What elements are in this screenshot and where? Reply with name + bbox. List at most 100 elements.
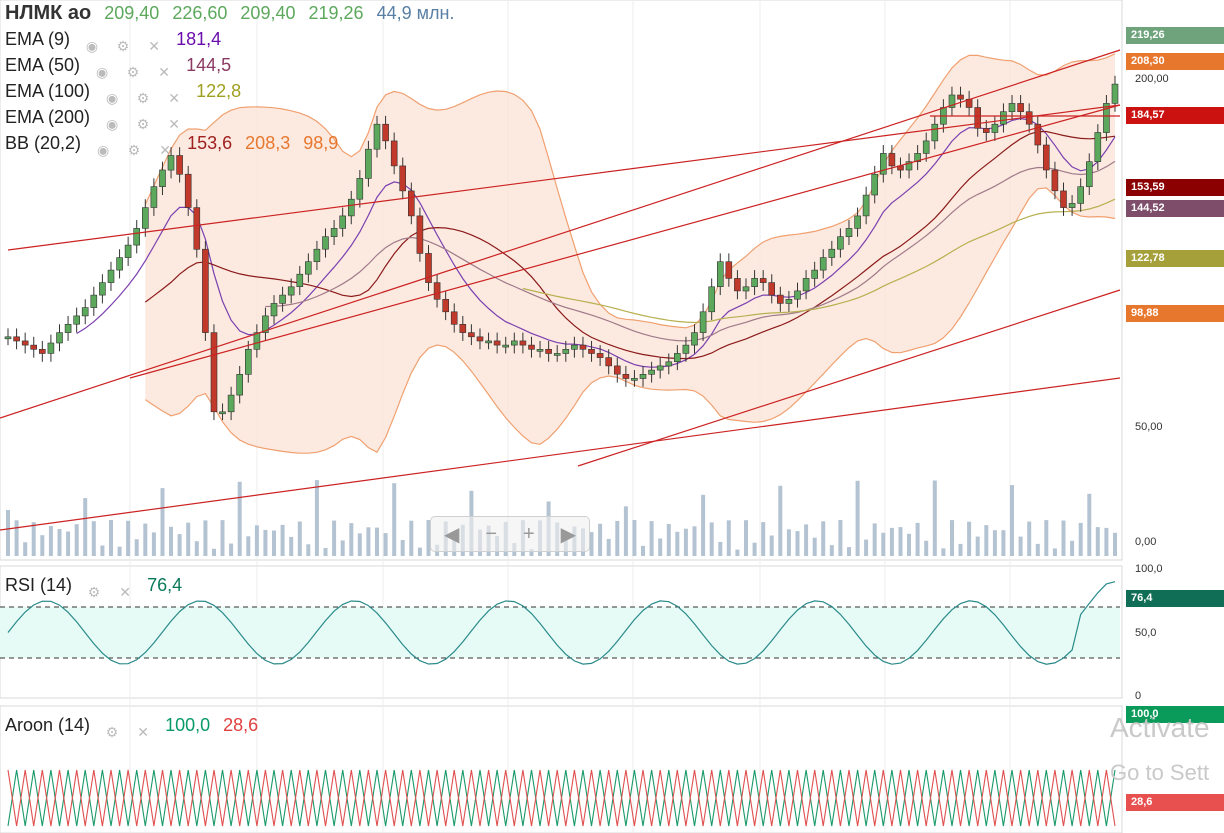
volume-bar bbox=[907, 533, 911, 556]
candle-down bbox=[528, 344, 535, 350]
volume-bar bbox=[769, 535, 774, 556]
zoom-in-button[interactable]: + bbox=[522, 522, 535, 545]
gear-icon[interactable]: ⚙ bbox=[136, 90, 150, 107]
volume-bar bbox=[289, 537, 294, 556]
volume-bar bbox=[692, 526, 697, 556]
eye-icon[interactable]: ◉ bbox=[105, 116, 119, 133]
candle-up bbox=[562, 348, 570, 354]
candle-up bbox=[914, 153, 921, 162]
candle-down bbox=[519, 340, 527, 346]
volume-bar bbox=[632, 520, 637, 556]
candle-up bbox=[510, 340, 518, 346]
candle-up bbox=[107, 269, 115, 283]
candle-down bbox=[193, 207, 201, 250]
candle-down bbox=[588, 348, 595, 354]
volume-bar bbox=[950, 520, 954, 556]
candle-up bbox=[245, 348, 252, 375]
volume-bar bbox=[1010, 485, 1014, 556]
trend-line bbox=[7, 104, 1121, 251]
ema50-legend: EMA (50) ◉ ⚙ ✕ 144,5 bbox=[5, 52, 239, 81]
activate-watermark-sub: Go to Sett bbox=[1110, 760, 1210, 785]
volume-bar bbox=[177, 534, 182, 556]
close-icon[interactable]: ✕ bbox=[158, 64, 170, 81]
candle-down bbox=[974, 107, 982, 129]
candle-up bbox=[682, 344, 690, 354]
eye-icon[interactable]: ◉ bbox=[96, 142, 110, 159]
candle-up bbox=[227, 394, 235, 413]
volume-bar bbox=[400, 540, 405, 556]
ema200-label: EMA (200) bbox=[5, 107, 91, 127]
volume-bar bbox=[91, 521, 96, 556]
close-icon[interactable]: ✕ bbox=[168, 116, 180, 133]
candle-up bbox=[665, 361, 673, 367]
volume-bar bbox=[975, 536, 980, 556]
volume-bar bbox=[683, 528, 688, 556]
candle-down bbox=[390, 140, 398, 167]
volume-bar bbox=[357, 533, 362, 556]
close-icon[interactable]: ✕ bbox=[159, 142, 171, 159]
candle-up bbox=[142, 207, 149, 229]
volume-bar bbox=[417, 547, 422, 556]
candle-up bbox=[365, 148, 372, 179]
candle-up bbox=[845, 228, 853, 237]
close-icon[interactable]: ✕ bbox=[119, 584, 131, 601]
ema9-label: EMA (9) bbox=[5, 29, 71, 49]
volume-bar bbox=[615, 520, 620, 556]
close-icon[interactable]: ✕ bbox=[168, 90, 180, 107]
bb-middle-line bbox=[144, 130, 1116, 360]
volume-bar bbox=[598, 523, 603, 556]
candle-up bbox=[47, 342, 55, 354]
candle-up bbox=[785, 298, 793, 304]
gear-icon[interactable]: ⚙ bbox=[116, 38, 130, 55]
candle-up bbox=[373, 123, 381, 150]
candle-up bbox=[159, 169, 166, 188]
close-icon[interactable]: ✕ bbox=[148, 38, 160, 55]
eye-icon[interactable]: ◉ bbox=[95, 64, 109, 81]
volume-bar bbox=[821, 521, 826, 556]
volume-bar bbox=[1001, 530, 1006, 556]
zoom-out-button[interactable]: − bbox=[485, 522, 497, 545]
candle-up bbox=[502, 344, 510, 348]
candle-up bbox=[73, 315, 80, 325]
eye-icon[interactable]: ◉ bbox=[105, 90, 119, 107]
volume-bar bbox=[272, 530, 276, 556]
candle-up bbox=[871, 173, 879, 196]
close-value: 219,26 bbox=[308, 3, 364, 23]
candle-up bbox=[339, 215, 347, 229]
volume-bar bbox=[109, 520, 113, 556]
candle-down bbox=[425, 253, 432, 283]
ticker-title: НЛМК ао bbox=[5, 2, 92, 24]
ema100-line bbox=[522, 198, 1116, 324]
gear-icon[interactable]: ⚙ bbox=[126, 64, 140, 81]
candle-down bbox=[776, 294, 784, 304]
candle-down bbox=[184, 173, 192, 208]
volume-bar bbox=[31, 522, 36, 556]
candle-down bbox=[38, 348, 46, 354]
volume-bar bbox=[23, 542, 28, 556]
eye-icon[interactable]: ◉ bbox=[85, 38, 99, 55]
gear-icon[interactable]: ⚙ bbox=[136, 116, 150, 133]
volume-bar bbox=[134, 539, 139, 556]
gear-icon[interactable]: ⚙ bbox=[87, 584, 101, 601]
volume-bar bbox=[314, 480, 319, 556]
candle-down bbox=[442, 298, 450, 313]
low-value: 209,40 bbox=[240, 3, 296, 23]
volume-value: 44,9 млн. bbox=[376, 3, 455, 23]
volume-bar bbox=[237, 481, 242, 556]
close-icon[interactable]: ✕ bbox=[137, 724, 149, 741]
candle-down bbox=[493, 340, 501, 346]
volume-bar bbox=[349, 523, 354, 556]
scroll-right-button[interactable]: ▶ bbox=[560, 523, 576, 546]
candle-up bbox=[536, 348, 544, 352]
scroll-left-button[interactable]: ◀ bbox=[443, 523, 460, 546]
gear-icon[interactable]: ⚙ bbox=[127, 142, 141, 159]
candle-up bbox=[922, 140, 930, 154]
candle-up bbox=[991, 123, 999, 133]
candle-up bbox=[167, 155, 175, 171]
candle-up bbox=[837, 236, 844, 250]
gear-icon[interactable]: ⚙ bbox=[105, 724, 119, 741]
candle-up bbox=[485, 340, 492, 344]
volume-bar bbox=[66, 531, 71, 556]
candle-up bbox=[648, 369, 655, 375]
